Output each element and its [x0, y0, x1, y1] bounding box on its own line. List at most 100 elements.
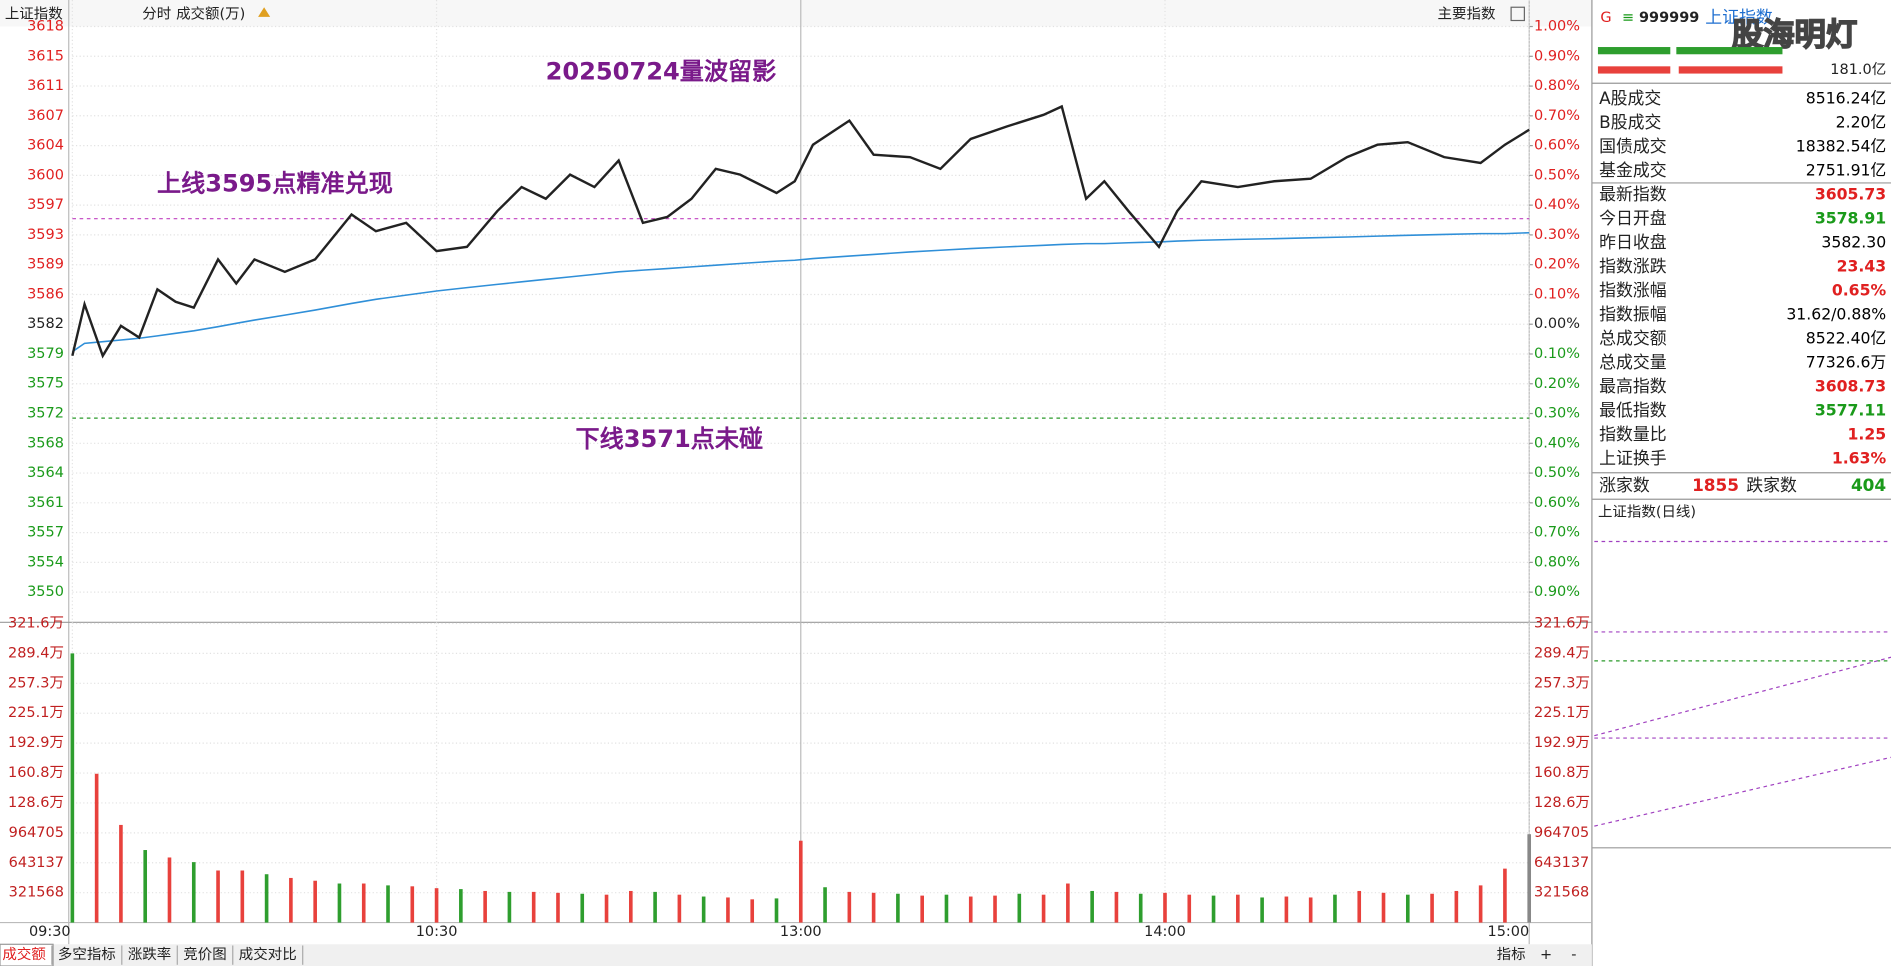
tab[interactable]: 成交额 [2, 945, 46, 963]
daily-title: 上证指数(日线) [1598, 504, 1696, 521]
x-tick-label: 14:00 [1144, 924, 1186, 940]
list-icon[interactable]: ≡ [1622, 10, 1634, 26]
volume-bar [459, 889, 463, 923]
y2-tick-label: 0.30% [1534, 406, 1580, 422]
volume-bar [191, 862, 196, 923]
sell-bar [1678, 66, 1783, 74]
y2-tick-label: 257.3万 [1534, 675, 1590, 691]
volume-bar [629, 890, 633, 923]
y-tick-label: 3600 [27, 167, 64, 183]
volume-bar [774, 898, 779, 923]
volume-bar [1381, 892, 1386, 923]
volume-bar [94, 773, 99, 923]
y2-tick-label: 0.80% [1534, 554, 1580, 570]
volume-bar [1090, 890, 1094, 923]
volume-bar [289, 877, 293, 923]
row-label: 昨日收盘 [1599, 232, 1667, 252]
y-tick-label: 3597 [27, 197, 64, 213]
index-name: 上证指数 [1705, 7, 1773, 27]
y-tick-label: 3582 [27, 316, 64, 332]
row-value: 2751.91亿 [1806, 160, 1886, 179]
up-count: 1855 [1692, 475, 1739, 495]
y2-tick-label: 0.50% [1534, 167, 1580, 183]
daily-guide [1594, 756, 1891, 827]
volume-bar [1284, 896, 1289, 923]
volume-bar [483, 890, 487, 923]
y2-tick-label: 192.9万 [1534, 735, 1590, 751]
volume-bar [750, 899, 755, 923]
down-label: 跌家数 [1746, 475, 1797, 495]
y-tick-label: 321.6万 [8, 615, 64, 631]
y-tick-label: 3575 [27, 376, 64, 392]
row-label: 指数量比 [1599, 424, 1667, 444]
y-tick-label: 3568 [27, 435, 64, 451]
y2-tick-label: 0.80% [1534, 78, 1580, 94]
row-label: 基金成交 [1599, 160, 1667, 180]
row-label: 最新指数 [1599, 184, 1667, 204]
row-label: 国债成交 [1599, 136, 1667, 156]
y-tick-label: 128.6万 [8, 795, 64, 811]
y-tick-label: 160.8万 [8, 765, 64, 781]
row-label: 今日开盘 [1599, 208, 1667, 228]
volume-bar [70, 653, 75, 923]
y2-tick-label: 964705 [1534, 825, 1589, 841]
tab[interactable]: 成交对比 [239, 945, 297, 963]
row-value: 8516.24亿 [1806, 88, 1886, 107]
row-value: 3577.11 [1815, 400, 1886, 419]
row-label: 指数振幅 [1599, 304, 1667, 324]
tab[interactable]: 竞价图 [183, 945, 226, 963]
volume-bar [1236, 894, 1240, 923]
y2-tick-label: 0.00% [1534, 316, 1580, 332]
header-menu[interactable]: 主要指数 [1438, 5, 1496, 22]
plus-button[interactable]: + [1540, 947, 1552, 963]
row-value: 23.43 [1837, 256, 1887, 275]
volume-bar [386, 885, 390, 923]
row-value: 1.25 [1848, 424, 1887, 443]
tab-bar [0, 944, 1592, 966]
menu-button[interactable] [1510, 6, 1525, 22]
alert-icon[interactable] [258, 7, 271, 17]
volume-bar [1017, 893, 1022, 923]
code: 999999 [1639, 10, 1699, 26]
y-tick-label: 3557 [27, 525, 64, 541]
y-tick-label: 643137 [9, 855, 64, 871]
volume-bar [944, 894, 949, 923]
x-tick-label: 13:00 [780, 924, 822, 940]
y-tick-label: 3561 [27, 495, 64, 511]
row-value: 3582.30 [1821, 232, 1886, 251]
x-tick-label: 10:30 [416, 924, 458, 940]
tab[interactable]: 多空指标 [58, 946, 116, 963]
tab-active[interactable] [0, 943, 54, 966]
volume-bar [1454, 890, 1459, 923]
buy-bar [1597, 47, 1671, 55]
y2-tick-label: 289.4万 [1534, 645, 1590, 661]
code-prefix: G [1600, 10, 1611, 26]
volume-bar [677, 894, 682, 923]
row-value: 2.20亿 [1836, 112, 1887, 131]
tool-label[interactable]: 指标 [1497, 946, 1526, 963]
volume-bar [337, 883, 342, 923]
up-label: 涨家数 [1599, 475, 1650, 495]
y-tick-label: 964705 [9, 825, 64, 841]
y2-tick-label: 0.50% [1534, 465, 1580, 481]
volume-bar [531, 891, 536, 923]
y2-tick-label: 0.10% [1534, 286, 1580, 302]
volume-bar [1527, 834, 1532, 923]
row-label: 总成交额 [1599, 328, 1667, 348]
volume-bar [847, 891, 852, 923]
volume-bar [896, 893, 900, 923]
volume-bar [1405, 894, 1410, 923]
row-label: 指数涨幅 [1599, 280, 1667, 300]
y2-tick-label: 1.00% [1534, 19, 1580, 35]
tab[interactable]: 涨跌率 [128, 946, 171, 963]
header-mode[interactable]: 分时 [142, 5, 171, 22]
y2-tick-label: 0.60% [1534, 495, 1580, 511]
row-label: 上证换手 [1599, 448, 1667, 468]
volume-bar [1187, 894, 1192, 923]
volume-bar [1478, 885, 1483, 923]
y2-tick-label: 643137 [1534, 855, 1589, 871]
minus-button[interactable]: - [1571, 947, 1576, 963]
